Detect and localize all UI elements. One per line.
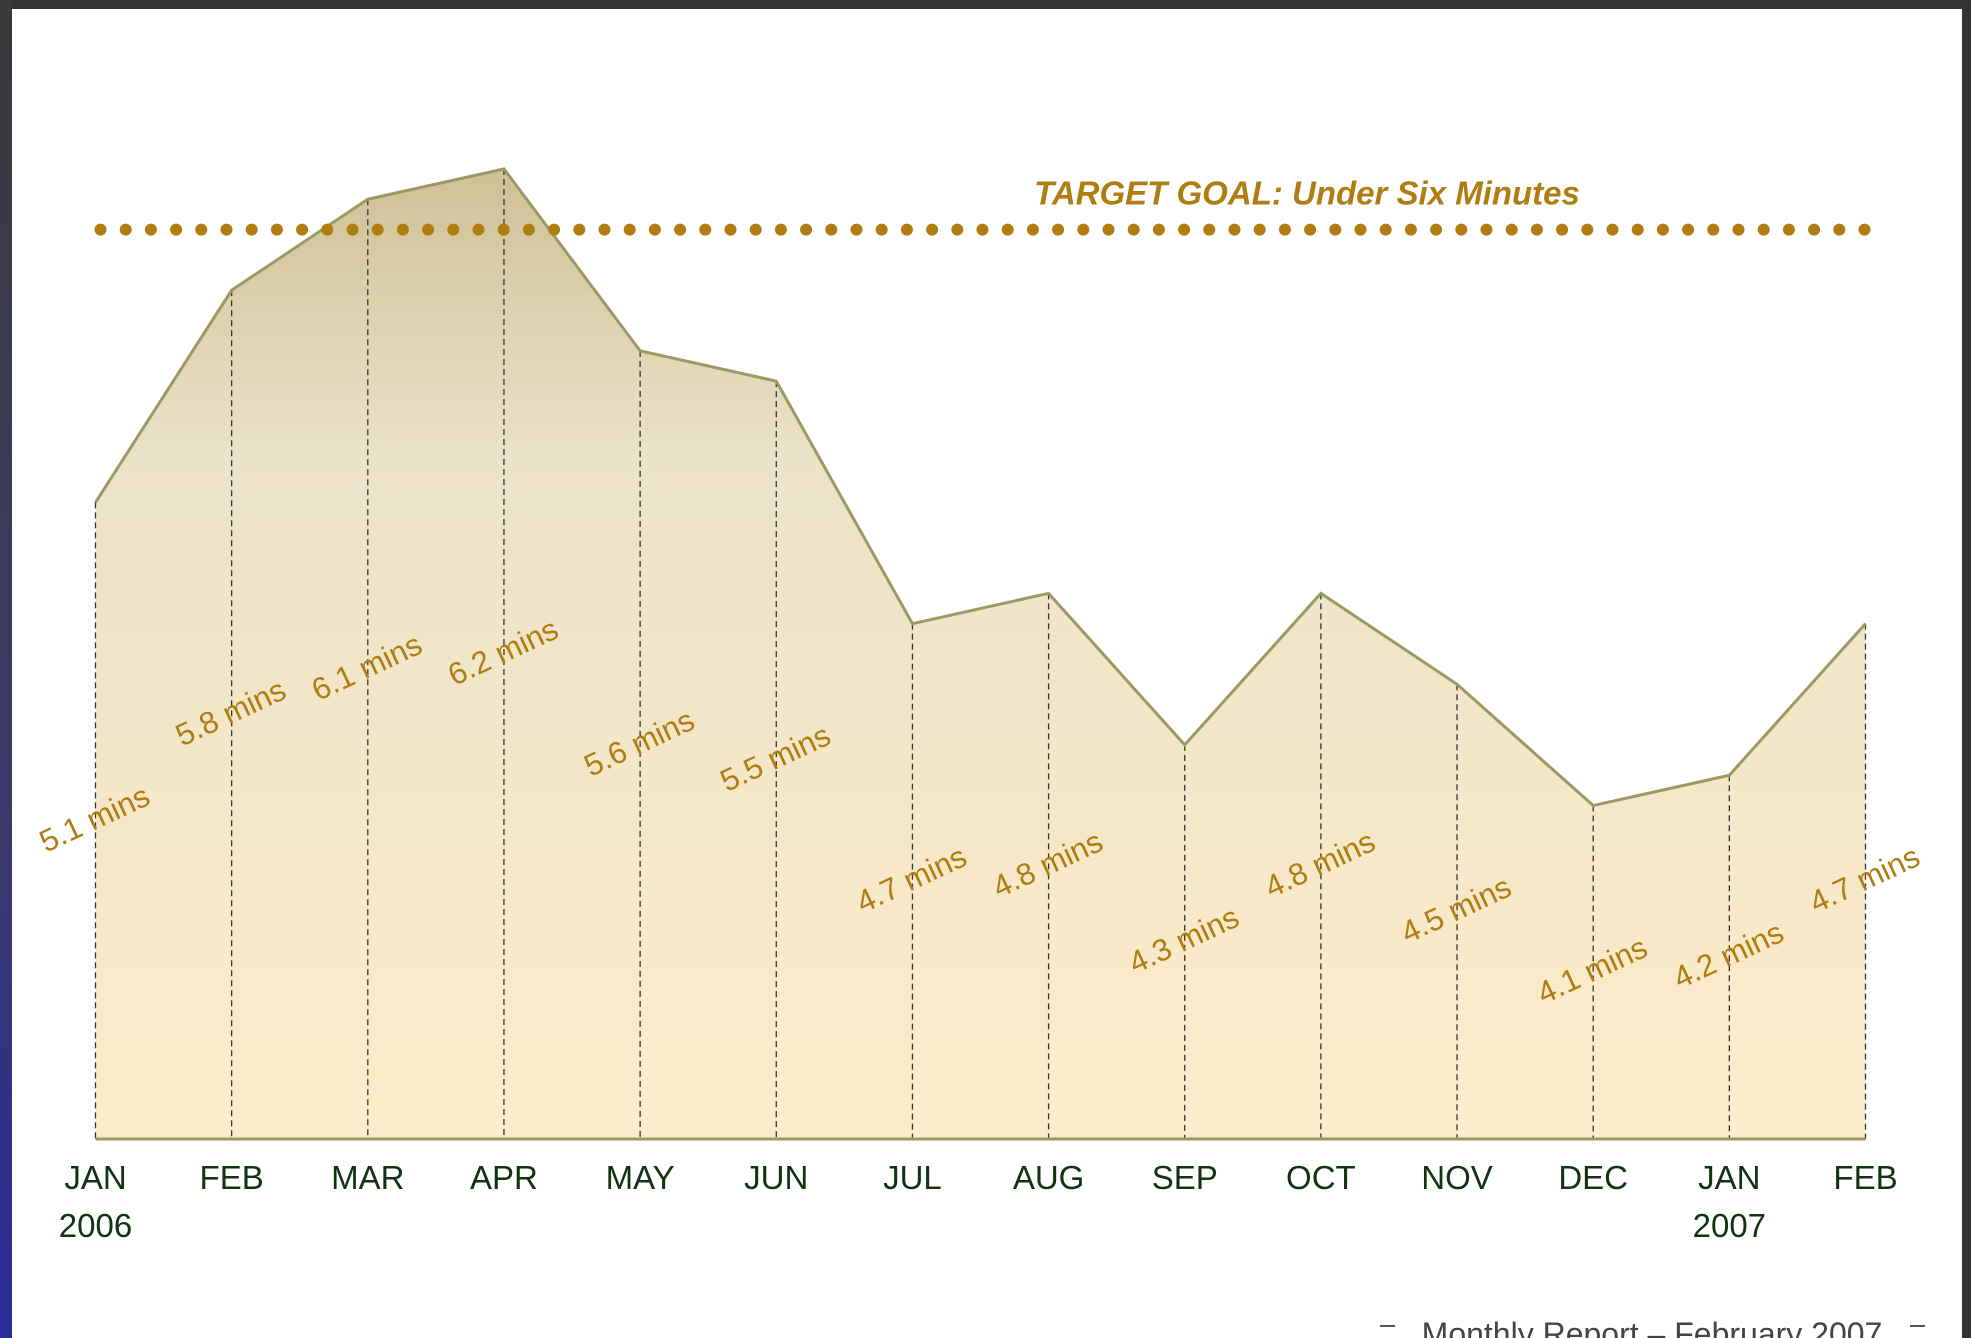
frame-side: [0, 0, 12, 1338]
x-tick-label: NOV: [1421, 1159, 1493, 1196]
x-tick-label: FEB: [200, 1159, 264, 1196]
x-tick-label: JAN 2006: [59, 1159, 132, 1244]
target-label: TARGET GOAL: Under Six Minutes: [1034, 175, 1580, 212]
x-tick-label: JAN 2007: [1693, 1159, 1766, 1244]
x-tick-label: FEB: [1833, 1159, 1897, 1196]
x-tick-label: SEP: [1152, 1159, 1218, 1196]
x-tick-label: JUN: [744, 1159, 808, 1196]
x-tick-label: MAR: [331, 1159, 404, 1196]
x-tick-label: OCT: [1286, 1159, 1356, 1196]
x-tick-label: APR: [470, 1159, 538, 1196]
x-tick-label: JUL: [883, 1159, 942, 1196]
x-tick-label: MAY: [606, 1159, 675, 1196]
footer: Monthly Report – February 2007: [1422, 1316, 1883, 1338]
area: [95, 168, 1866, 1139]
area-line: [94, 167, 1867, 808]
x-tick-label: DEC: [1558, 1159, 1628, 1196]
x-tick-label: AUG: [1013, 1159, 1085, 1196]
